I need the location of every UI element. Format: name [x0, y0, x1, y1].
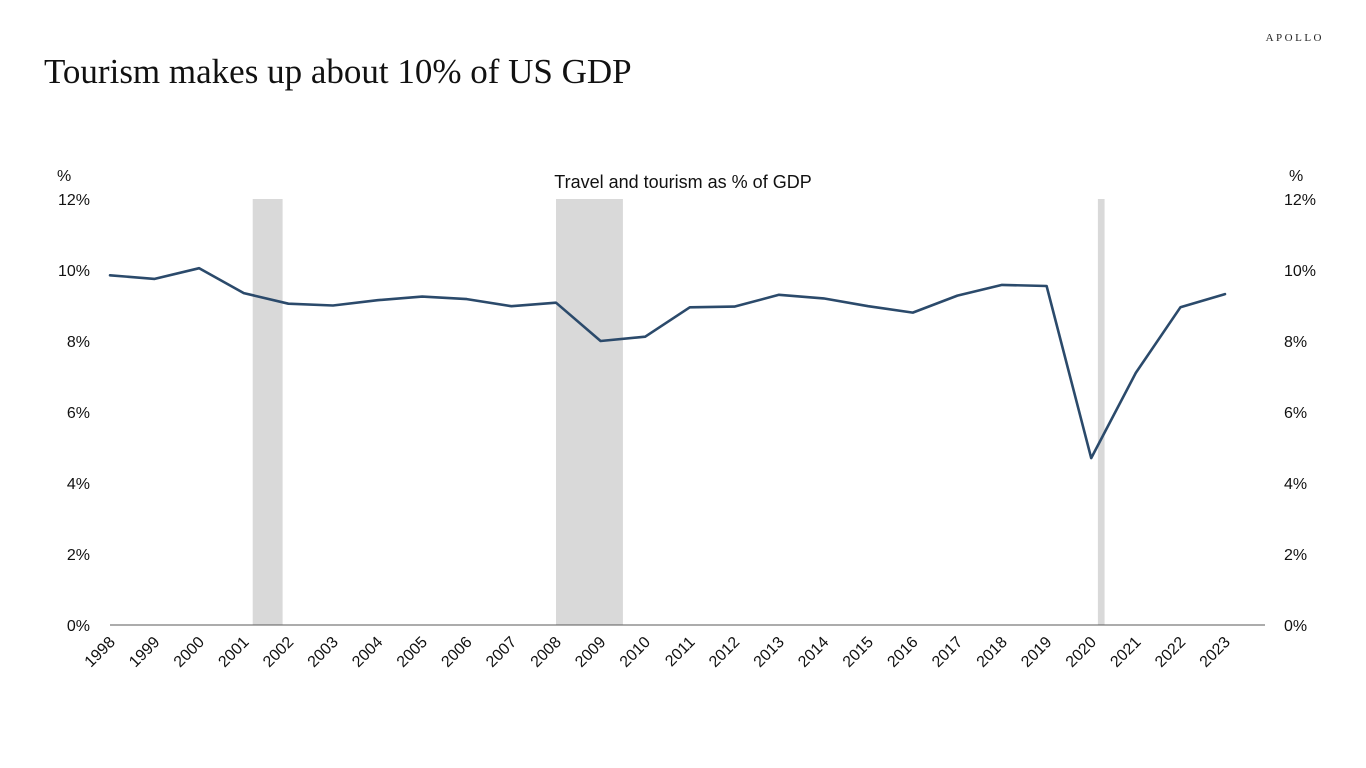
x-tick-label: 1999	[126, 634, 163, 671]
left-y-axis: 0% 2% 4% 6% 8% 10% 12%	[58, 192, 90, 635]
y-tick-label-right: 0%	[1284, 618, 1307, 635]
x-tick-label: 2020	[1063, 634, 1100, 671]
x-tick-label: 2013	[751, 634, 788, 671]
x-tick-label: 2019	[1018, 634, 1055, 671]
x-tick-label: 2014	[795, 634, 832, 671]
y-tick-label-left: 0%	[67, 618, 90, 635]
x-tick-label: 2015	[840, 634, 877, 671]
x-tick-label: 2016	[884, 634, 921, 671]
x-tick-label: 2001	[215, 634, 252, 671]
x-tick-label: 2022	[1152, 634, 1189, 671]
recession-shading-layer	[252, 199, 1105, 625]
y-tick-label-right: 2%	[1284, 547, 1307, 564]
brand-logo: APOLLO	[1265, 32, 1324, 44]
y-tick-label-right: 4%	[1284, 476, 1307, 493]
recession-band-0	[252, 199, 283, 625]
x-tick-label: 2021	[1107, 634, 1144, 671]
series-line-0	[108, 266, 1227, 460]
y-tick-label-right: 10%	[1284, 263, 1316, 280]
y-tick-label-right: 8%	[1284, 334, 1307, 351]
right-axis-unit: %	[1289, 168, 1303, 185]
x-tick-label: 2004	[349, 634, 386, 671]
x-tick-label: 2007	[483, 634, 520, 671]
x-tick-label: 2000	[171, 634, 208, 671]
y-tick-label-left: 6%	[67, 405, 90, 422]
x-tick-label: 2005	[394, 634, 431, 671]
x-tick-label: 2011	[662, 634, 698, 670]
x-tick-label: 2018	[974, 634, 1011, 671]
recession-band-2	[1097, 199, 1105, 625]
x-tick-label: 2012	[706, 634, 743, 671]
y-tick-label-left: 8%	[67, 334, 90, 351]
x-tick-label: 2009	[572, 634, 609, 671]
y-tick-label-right: 6%	[1284, 405, 1307, 422]
x-tick-label: 2017	[929, 634, 966, 671]
recession-band-1	[556, 199, 623, 625]
x-tick-label: 2006	[438, 634, 475, 671]
x-tick-label: 2010	[617, 634, 654, 671]
x-axis: 1998 1999 2000 2001 2002 2003 2004 2005 2006 2007…	[82, 634, 1234, 671]
y-tick-label-right: 12%	[1284, 192, 1316, 209]
left-axis-unit: %	[57, 168, 71, 185]
page-title: Tourism makes up about 10% of US GDP	[44, 52, 632, 91]
x-tick-label: 2023	[1197, 634, 1234, 671]
chart-title: Travel and tourism as % of GDP	[554, 172, 811, 192]
x-tick-label: 1998	[82, 634, 119, 671]
x-tick-label: 2003	[305, 634, 342, 671]
x-tick-label: 2008	[528, 634, 565, 671]
right-y-axis: 0% 2% 4% 6% 8% 10% 12%	[1284, 192, 1316, 635]
y-tick-label-left: 4%	[67, 476, 90, 493]
series-layer	[108, 266, 1227, 460]
y-tick-label-left: 12%	[58, 192, 90, 209]
y-tick-label-left: 10%	[58, 263, 90, 280]
x-tick-label: 2002	[260, 634, 297, 671]
y-tick-label-left: 2%	[67, 547, 90, 564]
